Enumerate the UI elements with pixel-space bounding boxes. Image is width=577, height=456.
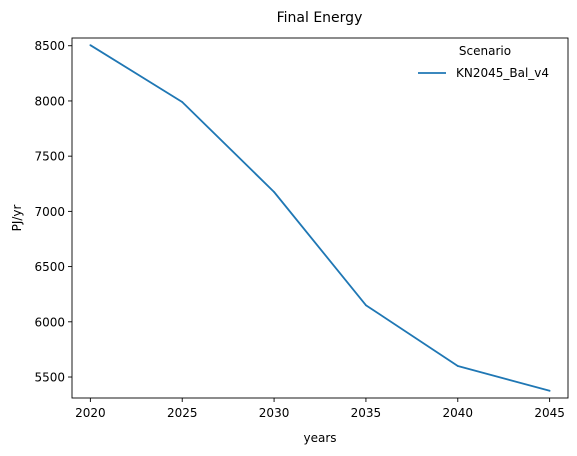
series-layer <box>89 44 551 392</box>
y-tick-label: 8000 <box>34 94 65 108</box>
x-tick-label: 2040 <box>443 406 474 420</box>
chart-title: Final Energy <box>277 10 363 26</box>
y-tick-label: 5500 <box>34 371 65 385</box>
x-tick-label: 2020 <box>75 406 106 420</box>
x-tick-label: 2030 <box>259 406 290 420</box>
y-axis-label: PJ/yr <box>10 205 24 232</box>
data-point <box>273 191 275 193</box>
y-tick-label: 7000 <box>34 205 65 219</box>
x-axis-label: years <box>303 431 336 445</box>
series-line <box>89 44 550 392</box>
legend-label: KN2045_Bal_v4 <box>456 66 549 80</box>
y-tick-label: 6000 <box>34 315 65 329</box>
data-point <box>548 389 551 392</box>
data-point <box>456 365 459 367</box>
x-tick-label: 2025 <box>167 406 198 420</box>
y-tick-label: 6500 <box>34 260 65 274</box>
legend-title: Scenario <box>459 44 511 58</box>
plot-frame <box>71 37 569 399</box>
x-tick-label: 2045 <box>534 406 565 420</box>
data-point <box>365 304 367 307</box>
y-axis: 5500 6000 6500 7000 7500 8000 8500 <box>34 39 72 385</box>
data-point <box>181 101 184 103</box>
y-tick-label: 8500 <box>34 39 65 53</box>
data-point <box>89 44 92 47</box>
y-tick-label: 7500 <box>34 150 65 164</box>
x-axis: 2020 2025 2030 2035 2040 2045 <box>75 398 565 420</box>
legend: Scenario KN2045_Bal_v4 <box>418 44 549 80</box>
x-tick-label: 2035 <box>351 406 382 420</box>
